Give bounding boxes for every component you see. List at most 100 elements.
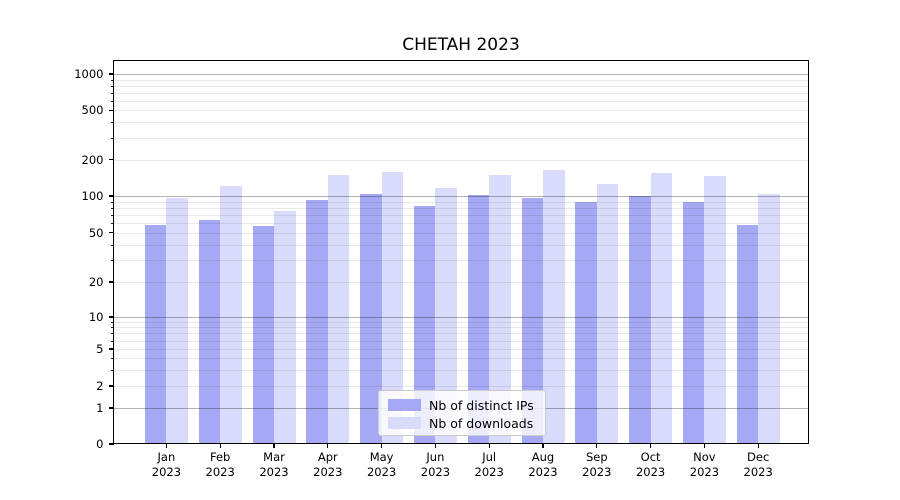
bar-distinct-ips-may	[360, 193, 382, 444]
gridline-minor-400	[114, 122, 809, 124]
y-minortick-700	[111, 92, 114, 94]
bar-distinct-ips-nov	[682, 202, 705, 444]
bar-downloads-nov	[704, 176, 726, 444]
y-tick-label-0: 0	[96, 437, 104, 451]
gridline-major-1000	[114, 74, 809, 75]
y-tick-label-2: 2	[96, 379, 104, 393]
bar-distinct-ips-jun	[413, 206, 436, 444]
bar-distinct-ips-dec	[736, 224, 759, 444]
bar-downloads-feb	[220, 185, 242, 444]
gridline-minor-4	[114, 358, 809, 359]
x-tick-label-feb: Feb 2023	[180, 450, 260, 480]
y-tick-0	[109, 443, 114, 445]
y-tick-label-20: 20	[88, 275, 104, 289]
gridline-minor-500	[114, 110, 809, 112]
gridline-minor-6	[114, 340, 809, 342]
x-tick-jan	[165, 444, 167, 448]
bar-distinct-ips-aug	[521, 197, 543, 444]
y-tick-10	[109, 316, 114, 318]
x-label-month: Apr	[317, 450, 338, 464]
y-tick-20	[109, 281, 114, 283]
x-tick-label-apr: Apr 2023	[288, 450, 368, 480]
bar-downloads-jan	[166, 197, 188, 444]
x-tick-apr	[327, 444, 329, 448]
x-tick-nov	[703, 444, 705, 448]
x-tick-mar	[273, 444, 275, 448]
gridline-minor-80	[114, 207, 809, 209]
x-label-month: Mar	[263, 450, 285, 464]
x-label-year: 2023	[151, 465, 182, 479]
x-tick-sep	[596, 444, 598, 448]
y-minortick-4	[111, 358, 114, 359]
y-minortick-40	[111, 244, 114, 246]
bar-distinct-ips-feb	[198, 219, 221, 444]
x-tick-dec	[757, 444, 759, 448]
y-tick-label-100: 100	[81, 189, 104, 203]
bar-downloads-oct	[650, 173, 673, 444]
x-tick-label-sep: Sep 2023	[557, 450, 637, 480]
gridline-minor-5	[114, 349, 809, 350]
legend-label-downloads: Nb of downloads	[429, 415, 534, 431]
legend: Nb of distinct IPs Nb of downloads	[378, 390, 546, 436]
bar-distinct-ips-mar	[252, 225, 274, 444]
bar-downloads-aug	[543, 170, 565, 444]
x-label-year: 2023	[205, 465, 235, 479]
y-tick-label-5: 5	[96, 342, 104, 356]
x-tick-label-oct: Oct 2023	[611, 450, 691, 480]
x-label-month: Feb	[210, 450, 231, 464]
gridline-minor-2	[114, 386, 809, 387]
bar-downloads-jul	[489, 175, 511, 444]
y-minortick-3	[111, 369, 114, 371]
y-tick-label-1: 1	[96, 401, 104, 415]
gridline-major-10	[114, 317, 809, 318]
y-minortick-80	[111, 207, 114, 209]
gridline-minor-20	[114, 282, 809, 283]
y-tick-5	[109, 348, 114, 350]
bar-distinct-ips-jul	[467, 195, 490, 444]
y-tick-1	[109, 407, 114, 409]
y-tick-100	[109, 195, 114, 197]
y-tick-50	[109, 231, 114, 234]
gridline-minor-50	[114, 232, 809, 234]
gridline-minor-800	[114, 85, 809, 87]
legend-label-distinct-ips: Nb of distinct IPs	[429, 397, 534, 413]
x-label-month: Oct	[640, 450, 661, 464]
y-minortick-30	[111, 260, 114, 262]
gridline-minor-900	[114, 79, 809, 81]
bar-distinct-ips-oct	[629, 196, 651, 444]
gridline-minor-700	[114, 92, 809, 94]
x-tick-label-may: May 2023	[342, 450, 422, 480]
x-tick-jun	[434, 444, 436, 448]
bar-downloads-jun	[435, 187, 457, 444]
x-label-month: Aug	[531, 450, 555, 464]
y-minortick-400	[111, 122, 114, 124]
bar-distinct-ips-jan	[144, 224, 167, 444]
y-minortick-900	[111, 79, 114, 81]
gridline-minor-600	[114, 100, 809, 102]
y-minortick-7	[111, 333, 114, 335]
legend-swatch-distinct-ips	[388, 399, 421, 411]
x-tick-label-jan: Jan 2023	[126, 450, 206, 480]
y-minortick-300	[111, 137, 114, 139]
gridline-minor-200	[114, 159, 809, 161]
gridline-minor-7	[114, 333, 809, 335]
y-minortick-90	[111, 201, 114, 203]
y-minortick-60	[111, 222, 114, 224]
gridline-minor-8	[114, 327, 809, 329]
x-tick-aug	[542, 444, 544, 448]
gridline-minor-9	[114, 321, 809, 323]
bar-distinct-ips-apr	[306, 199, 328, 444]
x-label-year: 2023	[474, 465, 504, 479]
gridline-minor-3	[114, 369, 809, 371]
gridline-major-100	[114, 196, 809, 197]
x-label-month: Jan	[157, 450, 176, 464]
bar-downloads-sep	[596, 183, 619, 444]
y-tick-label-10: 10	[88, 310, 104, 324]
y-tick-2	[109, 385, 114, 387]
y-tick-200	[109, 158, 114, 161]
x-tick-feb	[219, 444, 221, 448]
x-label-year: 2023	[635, 465, 666, 479]
bar-downloads-dec	[758, 193, 780, 444]
